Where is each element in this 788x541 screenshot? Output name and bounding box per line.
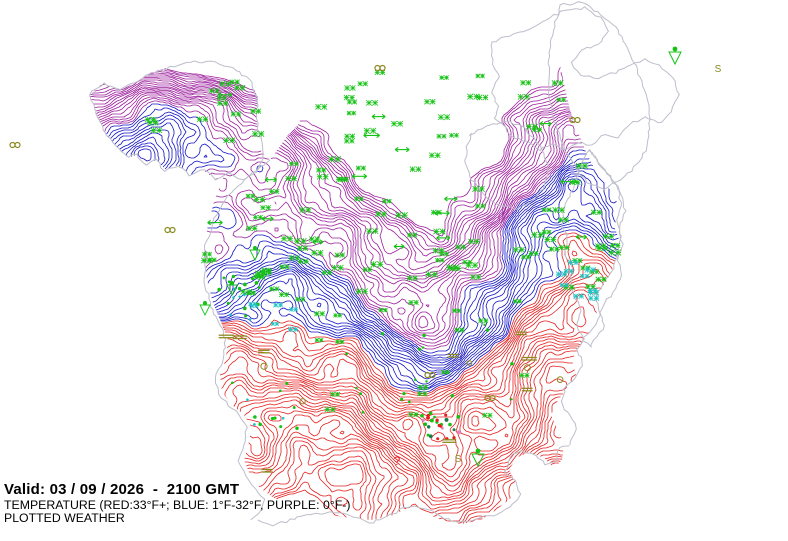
svg-text:S: S	[715, 64, 722, 75]
svg-text:S: S	[455, 454, 462, 465]
svg-text:?: ?	[394, 454, 401, 468]
